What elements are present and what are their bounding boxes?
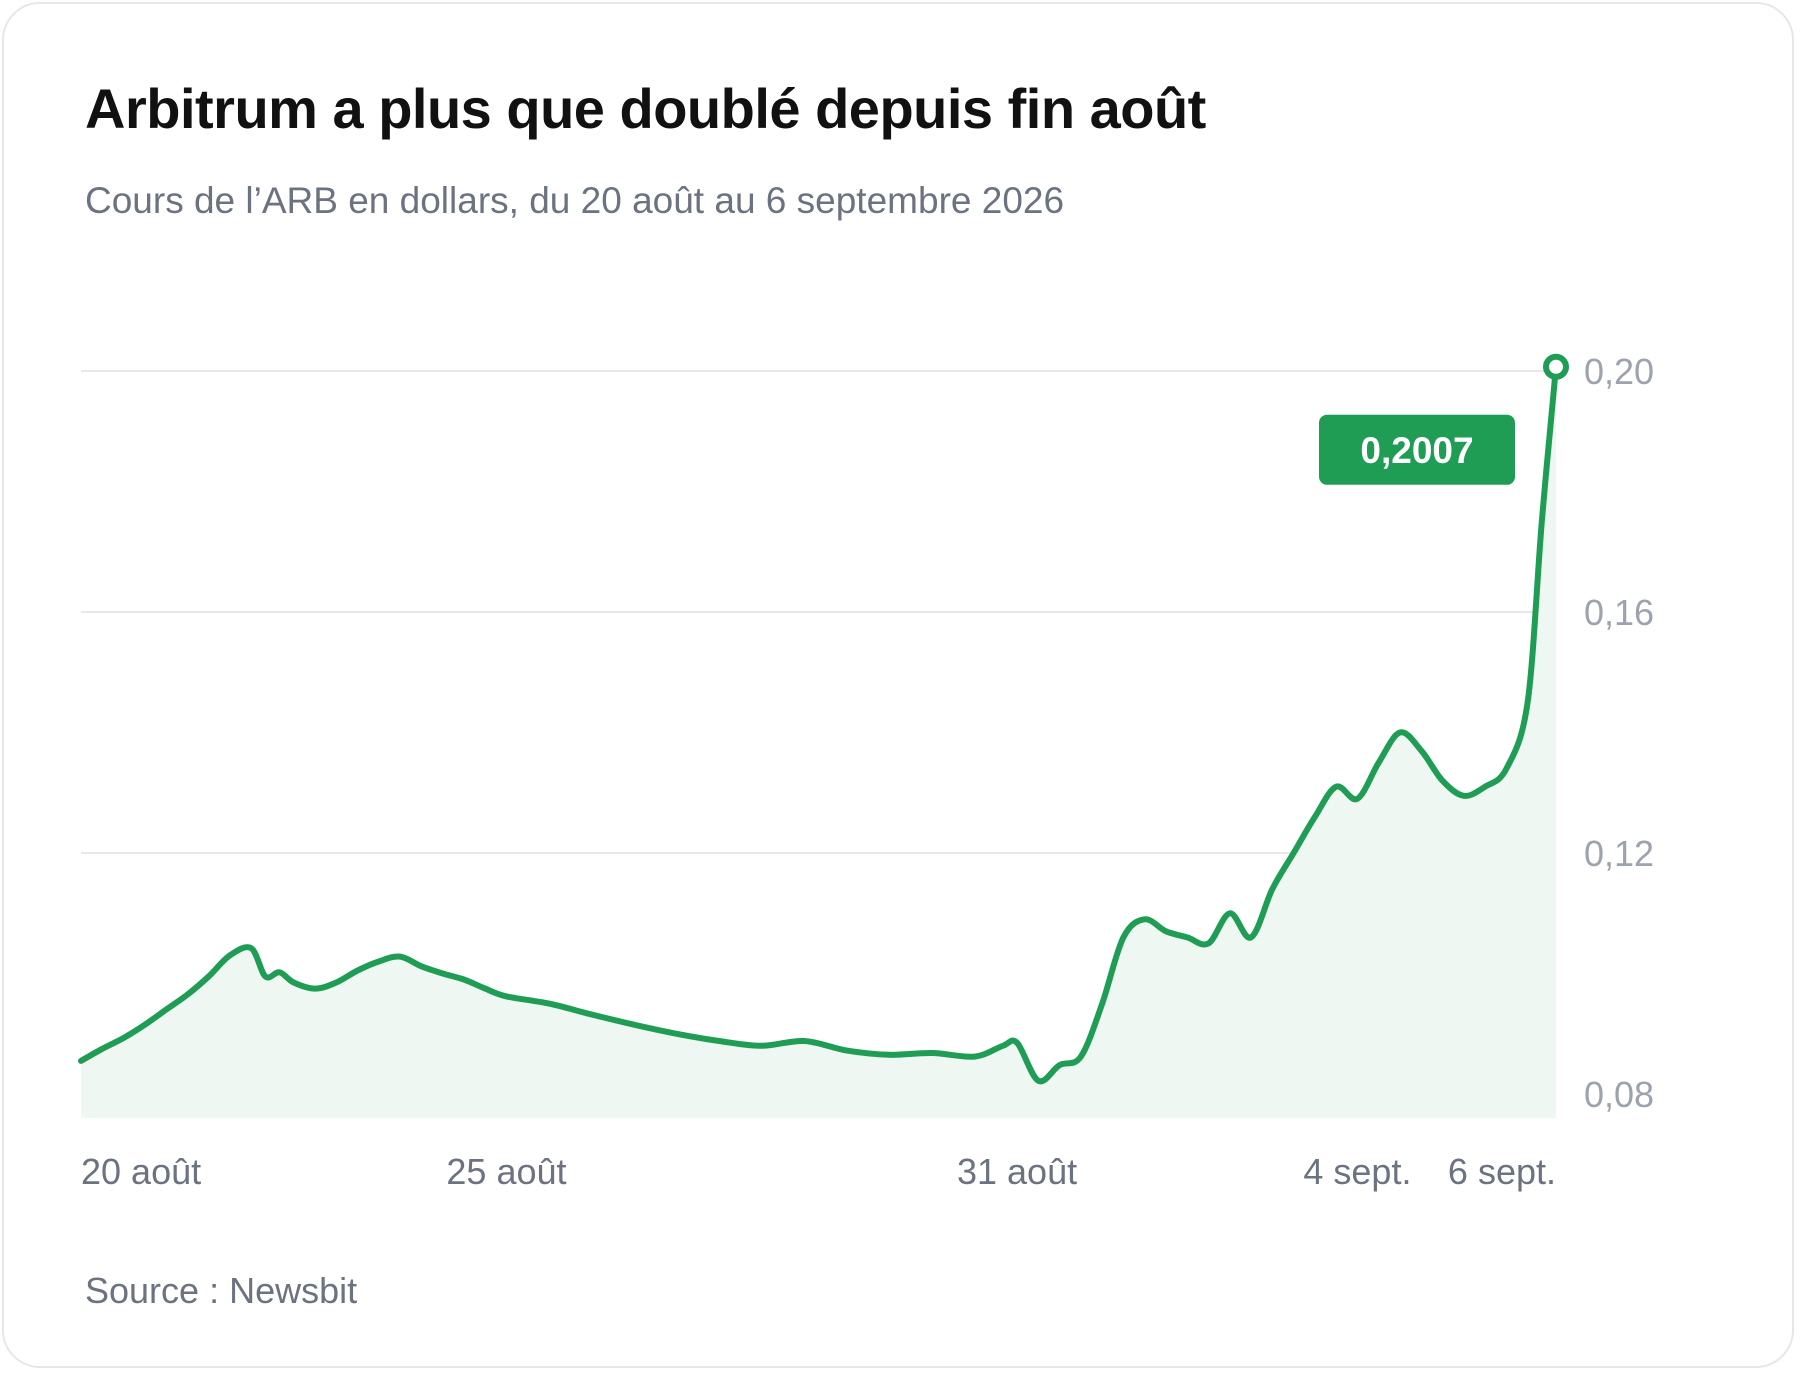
chart-title: Arbitrum a plus que doublé depuis fin ao… [85,77,1206,140]
chart-source: Source : Newsbit [85,1270,358,1311]
last-point-marker [1543,353,1569,380]
area-fill [81,366,1556,1118]
last-value-badge [1319,414,1515,485]
x-tick-label: 31 août [957,1151,1077,1192]
last-value-annotation: 0,2007 [1319,353,1569,485]
x-tick-label: 20 août [81,1151,201,1192]
x-axis-ticks: 20 août 25 août 31 août 4 sept. 6 sept. [81,1151,1556,1192]
x-tick-label: 6 sept. [1448,1151,1556,1192]
y-tick-label: 0,08 [1584,1074,1654,1115]
x-tick-label: 4 sept. [1303,1151,1411,1192]
y-tick-label: 0,20 [1584,351,1654,392]
x-tick-label: 25 août [446,1151,566,1192]
price-line [78,363,1559,1085]
chart-subtitle: Cours de l’ARB en dollars, du 20 août au… [85,180,1065,221]
y-axis-ticks: 0,08 0,12 0,16 0,20 [1584,351,1654,1115]
area-fill-group [81,366,1556,1118]
price-line-group [78,363,1559,1085]
last-value-label: 0,2007 [1360,430,1473,471]
y-tick-label: 0,16 [1584,592,1654,633]
y-tick-label: 0,12 [1584,833,1654,874]
